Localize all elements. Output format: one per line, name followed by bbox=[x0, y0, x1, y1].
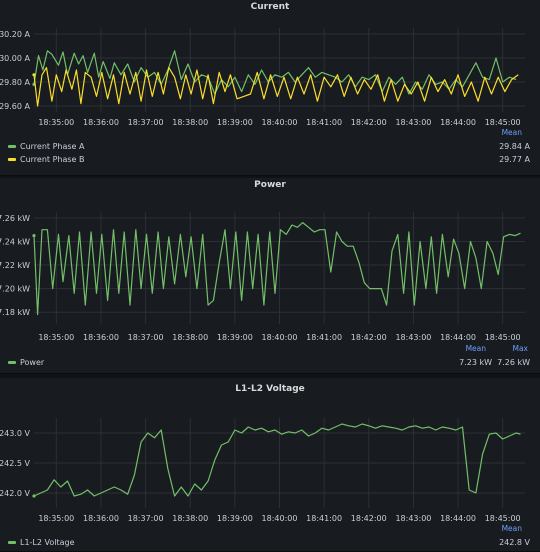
power-swatch bbox=[8, 361, 16, 364]
x-tick-label: 18:40:00 bbox=[262, 118, 298, 127]
power-panel: Power 7.26 kW 7.24 kW 7.22 kW 7.20 kW 7.18 k… bbox=[0, 178, 540, 374]
voltage-panel: L1-L2 Voltage 243.0 V 242.5 V 242.0 V 18:35… bbox=[0, 378, 540, 552]
x-tick-label: 18:41:00 bbox=[306, 514, 342, 523]
x-tick-label: 18:37:00 bbox=[128, 118, 164, 127]
series-start-point bbox=[32, 73, 36, 77]
x-tick-label: 18:42:00 bbox=[351, 514, 387, 523]
x-tick-label: 18:44:00 bbox=[440, 118, 476, 127]
y-tick-label: 242.0 V bbox=[0, 489, 31, 498]
y-tick-label: 7.22 kW bbox=[0, 261, 30, 270]
power-chart: 7.26 kW 7.24 kW 7.22 kW 7.20 kW 7.18 kW 18:35… bbox=[0, 212, 525, 342]
legend-item-voltage[interactable]: L1-L2 Voltage bbox=[8, 538, 75, 547]
y-tick-label: 30.20 A bbox=[0, 30, 31, 39]
voltage-chart: 243.0 V 242.5 V 242.0 V 18:35:00 18:36:00 18:… bbox=[0, 418, 525, 523]
x-tick-label: 18:40:00 bbox=[262, 333, 298, 342]
series-line-power[interactable] bbox=[33, 221, 521, 316]
x-tick-label: 18:36:00 bbox=[83, 333, 119, 342]
power-max-header: Max bbox=[512, 344, 528, 353]
phase-b-mean-value: 29.77 A bbox=[499, 155, 530, 164]
x-tick-label: 18:35:00 bbox=[38, 118, 74, 127]
voltage-swatch bbox=[8, 541, 16, 544]
power-mean-value: 7.23 kW bbox=[459, 358, 492, 367]
x-tick-label: 18:41:00 bbox=[306, 118, 342, 127]
x-tick-label: 18:44:00 bbox=[440, 514, 476, 523]
x-tick-label: 18:39:00 bbox=[217, 514, 253, 523]
x-tick-label: 18:45:00 bbox=[485, 333, 521, 342]
voltage-mean-value: 242.8 V bbox=[499, 538, 530, 547]
x-tick-label: 18:43:00 bbox=[395, 514, 431, 523]
x-tick-label: 18:41:00 bbox=[306, 333, 342, 342]
x-tick-label: 18:45:00 bbox=[485, 118, 521, 127]
current-mean-header: Mean bbox=[501, 128, 522, 137]
legend-item-power[interactable]: Power bbox=[8, 358, 44, 367]
x-tick-label: 18:43:00 bbox=[395, 333, 431, 342]
x-tick-label: 18:38:00 bbox=[172, 118, 208, 127]
power-mean-header: Mean bbox=[465, 344, 486, 353]
y-tick-label: 7.18 kW bbox=[0, 308, 30, 317]
phase-a-swatch bbox=[8, 145, 16, 148]
x-tick-label: 18:36:00 bbox=[83, 118, 119, 127]
x-tick-label: 18:42:00 bbox=[351, 118, 387, 127]
x-tick-label: 18:45:00 bbox=[485, 514, 521, 523]
y-tick-label: 30.00 A bbox=[0, 54, 31, 63]
legend-item-current-phase-a[interactable]: Current Phase A bbox=[8, 142, 85, 151]
y-tick-label: 7.24 kW bbox=[0, 237, 30, 246]
x-tick-label: 18:39:00 bbox=[217, 118, 253, 127]
x-tick-label: 18:44:00 bbox=[440, 333, 476, 342]
series-line-l1-l2-voltage[interactable] bbox=[33, 423, 521, 497]
current-panel: Current 30.20 A 30.00 A 29.80 A 29.60 A 18:3… bbox=[0, 0, 540, 176]
series-start-point bbox=[32, 494, 36, 498]
y-tick-label: 7.26 kW bbox=[0, 214, 30, 223]
legend-label-phase-b: Current Phase B bbox=[20, 155, 85, 164]
legend-label-voltage: L1-L2 Voltage bbox=[20, 538, 75, 547]
phase-b-swatch bbox=[8, 158, 16, 161]
legend-label-power: Power bbox=[20, 358, 45, 367]
x-tick-label: 18:43:00 bbox=[395, 118, 431, 127]
x-tick-label: 18:37:00 bbox=[128, 514, 164, 523]
y-tick-label: 29.80 A bbox=[0, 78, 31, 87]
x-tick-label: 18:40:00 bbox=[262, 514, 298, 523]
x-tick-label: 18:39:00 bbox=[217, 333, 253, 342]
power-max-value: 7.26 kW bbox=[497, 358, 530, 367]
x-tick-label: 18:35:00 bbox=[38, 333, 74, 342]
voltage-mean-header: Mean bbox=[501, 524, 522, 533]
x-tick-label: 18:42:00 bbox=[351, 333, 387, 342]
y-tick-label: 243.0 V bbox=[0, 429, 31, 438]
y-tick-label: 7.20 kW bbox=[0, 285, 30, 294]
series-start-point bbox=[32, 233, 36, 238]
current-panel-title: Current bbox=[250, 2, 290, 12]
x-tick-label: 18:37:00 bbox=[128, 333, 164, 342]
phase-a-mean-value: 29.84 A bbox=[499, 142, 530, 151]
legend-item-current-phase-b[interactable]: Current Phase B bbox=[8, 155, 85, 164]
legend-label-phase-a: Current Phase A bbox=[20, 142, 85, 151]
y-tick-label: 242.5 V bbox=[0, 459, 31, 468]
x-tick-label: 18:38:00 bbox=[172, 333, 208, 342]
x-tick-label: 18:35:00 bbox=[38, 514, 74, 523]
y-tick-label: 29.60 A bbox=[0, 102, 31, 111]
x-tick-label: 18:38:00 bbox=[172, 514, 208, 523]
power-panel-title: Power bbox=[254, 180, 286, 190]
voltage-panel-title: L1-L2 Voltage bbox=[235, 384, 305, 394]
series-line-current-phase-b[interactable] bbox=[33, 66, 519, 107]
current-chart: 30.20 A 30.00 A 29.80 A 29.60 A 18:35:00 18:3… bbox=[0, 28, 525, 127]
x-tick-label: 18:36:00 bbox=[83, 514, 119, 523]
